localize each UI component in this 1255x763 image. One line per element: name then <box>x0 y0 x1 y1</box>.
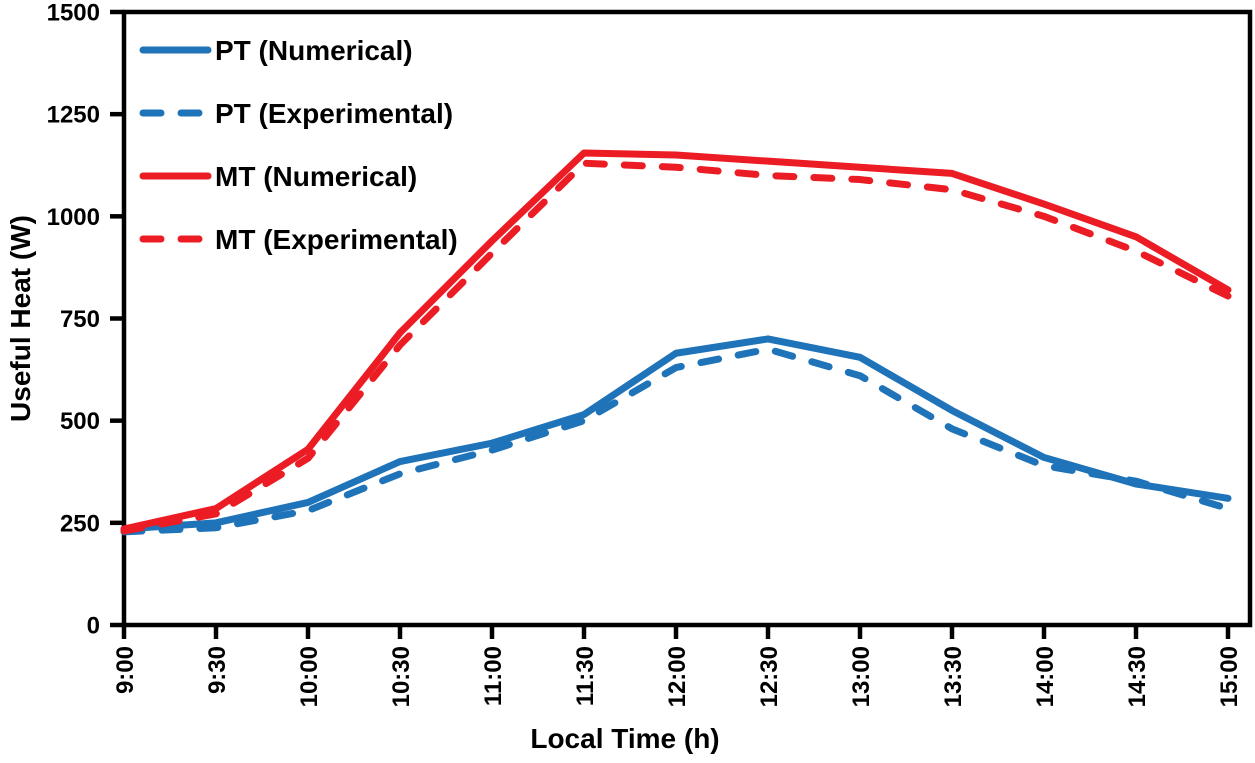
series-line-0 <box>120 335 1232 533</box>
x-tick-label: 14:00 <box>1032 646 1059 707</box>
y-tick-label: 0 <box>87 613 100 640</box>
y-tick-label: 250 <box>60 510 100 537</box>
x-axis-title: Local Time (h) <box>530 723 719 754</box>
y-axis-title: Useful Heat (W) <box>5 215 36 422</box>
legend-item-label-3: MT (Experimental) <box>215 224 458 255</box>
legend-item-label-2: MT (Numerical) <box>215 161 417 192</box>
x-tick-label: 10:30 <box>388 646 415 707</box>
x-tick-label: 12:00 <box>664 646 691 707</box>
x-tick-label: 9:00 <box>112 646 139 694</box>
x-tick-label: 14:30 <box>1124 646 1151 707</box>
y-tick-label: 500 <box>60 408 100 435</box>
series-line-1 <box>120 345 1232 536</box>
x-tick-label: 15:00 <box>1216 646 1243 707</box>
series-line-2 <box>120 149 1232 533</box>
y-tick-label: 1000 <box>47 204 100 231</box>
legend-item-label-1: PT (Experimental) <box>215 98 453 129</box>
x-tick-label: 12:30 <box>756 646 783 707</box>
x-tick-label: 9:30 <box>204 646 231 694</box>
y-tick-label: 750 <box>60 306 100 333</box>
x-tick-label: 11:30 <box>572 646 599 706</box>
legend-item-label-0: PT (Numerical) <box>215 35 413 66</box>
y-tick-label: 1500 <box>47 0 100 27</box>
x-tick-label: 10:00 <box>296 646 323 707</box>
x-tick-label: 11:00 <box>480 646 507 706</box>
x-tick-label: 13:30 <box>940 646 967 707</box>
series-line-3 <box>120 159 1232 535</box>
x-tick-label: 13:00 <box>848 646 875 707</box>
y-tick-label: 1250 <box>47 102 100 129</box>
